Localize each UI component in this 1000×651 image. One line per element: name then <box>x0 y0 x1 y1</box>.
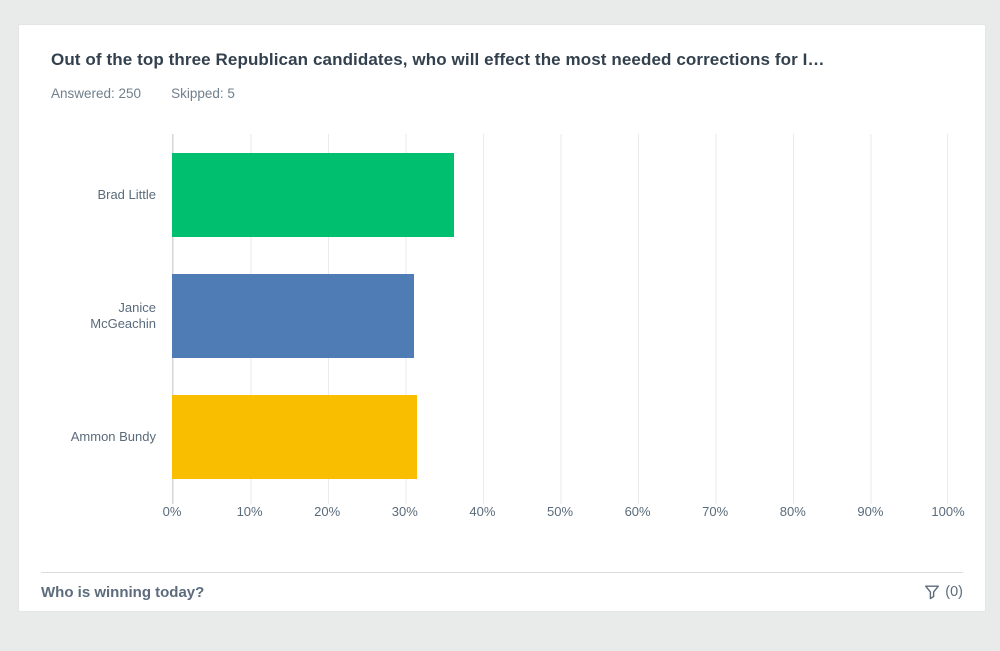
x-axis: 0% 10% 20% 30% 40% 50% 60% 70% 80% 90% 100% <box>163 504 965 524</box>
bar-area <box>172 152 948 237</box>
x-tick-label: 100% <box>931 504 965 519</box>
category-label: Ammon Bundy <box>70 429 156 445</box>
category-label: Brad Little <box>97 186 156 202</box>
x-tick-label: 80% <box>779 504 806 519</box>
bar-chart: Brad Little Janice McGeachin Ammon Bundy 0… <box>19 134 965 524</box>
x-tick-label: 90% <box>857 504 884 519</box>
filter-control[interactable]: (0) <box>924 584 963 600</box>
card-footer: Who is winning today? (0) <box>41 572 963 611</box>
bar-area <box>172 273 948 358</box>
x-tick-label: 0% <box>162 504 182 519</box>
bar <box>172 395 418 480</box>
question-title: Out of the top three Republican candidat… <box>51 50 825 69</box>
funnel-icon <box>924 584 940 600</box>
answered-count: Answered: 250 <box>51 86 142 101</box>
question-results-card: Out of the top three Republican candidat… <box>18 24 986 612</box>
bar <box>172 152 455 237</box>
category-label: Janice McGeachin <box>90 299 156 331</box>
bar-rows: Brad Little Janice McGeachin Ammon Bundy <box>19 134 948 498</box>
bar-row: Ammon Bundy <box>19 377 948 498</box>
card-header: Out of the top three Republican candidat… <box>19 25 985 101</box>
x-tick-label: 70% <box>702 504 729 519</box>
x-tick-label: 30% <box>391 504 418 519</box>
response-meta: Answered: 250 Skipped: 5 <box>51 86 953 101</box>
x-tick-label: 20% <box>314 504 341 519</box>
bar <box>172 273 415 358</box>
question-link[interactable]: Who is winning today? <box>41 583 205 601</box>
skipped-count: Skipped: 5 <box>171 86 235 101</box>
bar-row: Janice McGeachin <box>19 255 948 376</box>
bar-row: Brad Little <box>19 134 948 255</box>
x-tick-label: 40% <box>469 504 496 519</box>
x-tick-label: 50% <box>546 504 574 519</box>
bar-area <box>172 395 948 480</box>
filter-count: (0) <box>945 584 963 600</box>
x-tick-label: 10% <box>236 504 263 519</box>
x-tick-label: 60% <box>624 504 651 519</box>
